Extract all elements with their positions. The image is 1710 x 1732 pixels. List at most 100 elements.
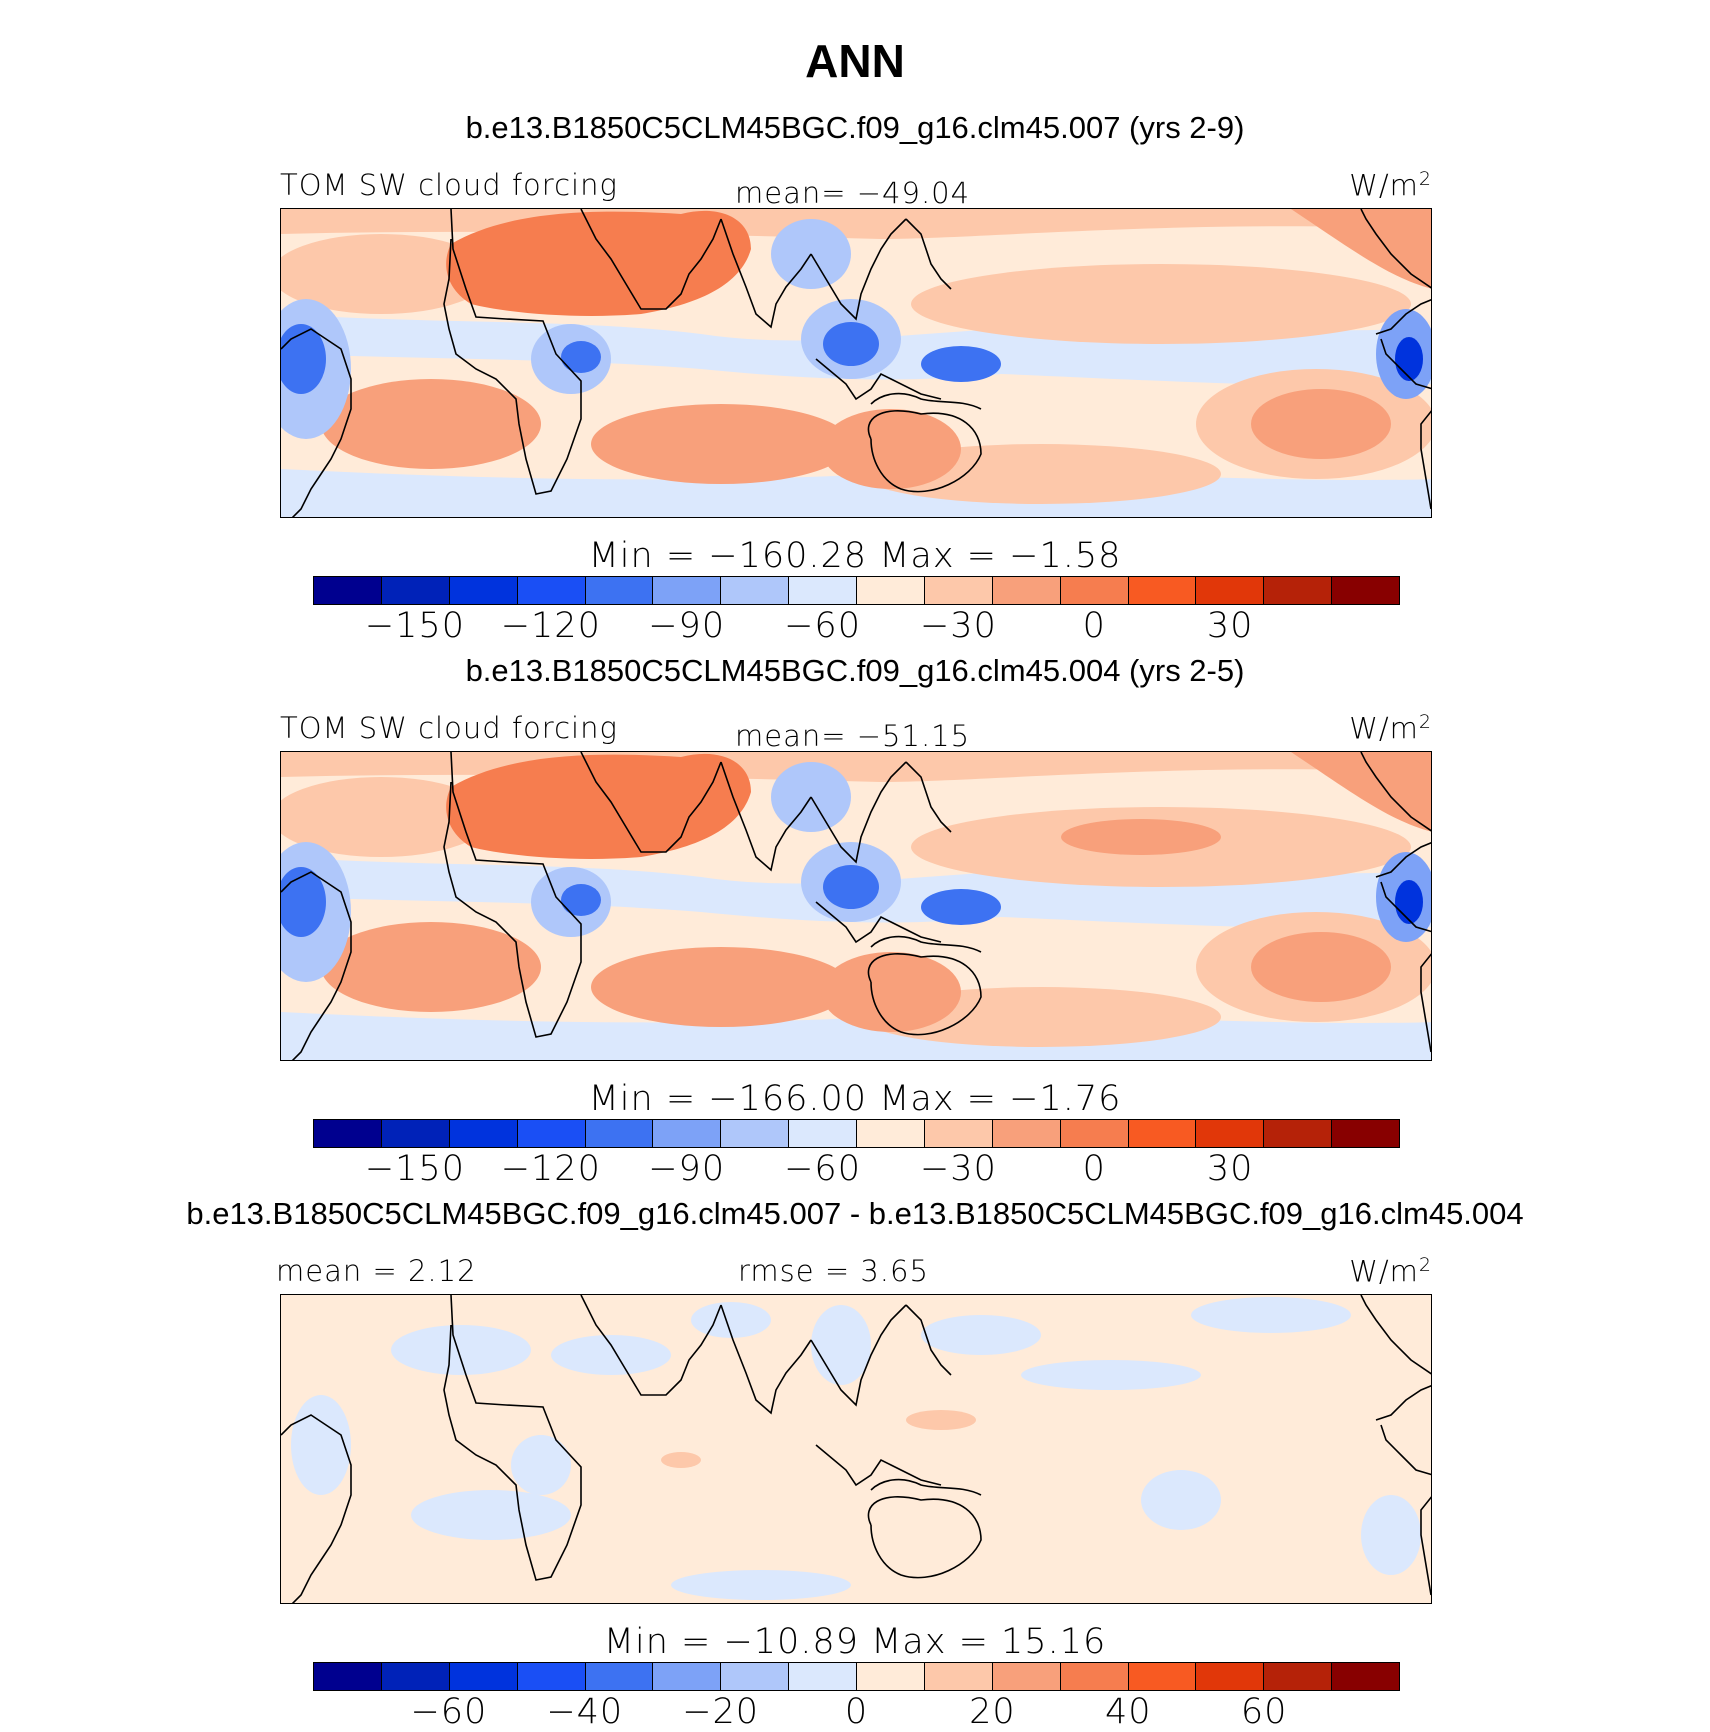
maritime-core <box>823 322 879 366</box>
colorbar-box <box>992 1120 1061 1147</box>
coastline <box>905 218 952 290</box>
panel-1-left-label: TOM SW cloud forcing <box>280 168 618 202</box>
negative-difference-patch <box>551 1335 671 1375</box>
colorbar-box <box>1196 577 1265 604</box>
coastline <box>720 761 812 872</box>
colorbar-box <box>721 1663 790 1690</box>
colorbar-box <box>449 577 518 604</box>
coastline <box>1360 209 1431 289</box>
panel-1-units: W/m2 <box>1349 168 1432 203</box>
colorbar-tick-label: 0 <box>844 1692 869 1732</box>
coastline <box>870 1478 982 1496</box>
colorbar-tick-label: 30 <box>1206 606 1254 646</box>
coastline <box>815 358 942 401</box>
colorbar-box <box>924 1663 993 1690</box>
colorbar-box <box>449 1120 518 1147</box>
colorbar-box <box>721 1120 790 1147</box>
north-atlantic-field <box>281 234 491 314</box>
colorbar-tick-label: −30 <box>919 1149 997 1189</box>
colorbar-box <box>381 1120 450 1147</box>
coastline <box>815 901 942 944</box>
colorbar-box <box>1196 1663 1265 1690</box>
panel-3-mean-label: mean = 2.12 <box>276 1254 477 1288</box>
coastline <box>1360 752 1431 832</box>
australia-field <box>821 409 961 489</box>
colorbar-tick-label: −30 <box>919 606 997 646</box>
colorbar-box <box>789 577 857 604</box>
south-atlantic-field <box>321 922 541 1012</box>
coastline <box>1360 1295 1431 1375</box>
colorbar-tick-label: 0 <box>1082 1149 1106 1189</box>
colorbar-box <box>924 577 993 604</box>
coastline <box>1420 410 1431 510</box>
colorbar-box <box>789 1663 857 1690</box>
colorbar-box <box>381 577 450 604</box>
coastline <box>867 1496 982 1579</box>
colorbar-box <box>857 1120 925 1147</box>
central-africa-core <box>561 884 601 916</box>
colorbar-box <box>1332 1663 1399 1690</box>
negative-difference-patch <box>921 1315 1041 1355</box>
panel-3-map <box>280 1294 1432 1604</box>
colorbar-box <box>314 1663 382 1690</box>
panel-2-units: W/m2 <box>1349 711 1432 746</box>
colorbar-box <box>585 1120 654 1147</box>
coastline <box>580 1295 722 1396</box>
colorbar-tick-label: 30 <box>1206 1149 1254 1189</box>
new-guinea-core <box>921 346 1001 382</box>
colorbar-box <box>1264 1120 1333 1147</box>
negative-difference-patch <box>511 1435 571 1495</box>
colorbar-box <box>992 577 1061 604</box>
panel-2-minmax: Min = −166.00 Max = −1.76 <box>588 1079 1122 1119</box>
indian-ocean-field <box>591 947 851 1027</box>
colorbar-tick-label: 0 <box>1082 606 1106 646</box>
coastline <box>443 1295 582 1581</box>
colorbar-box <box>381 1663 450 1690</box>
colorbar-box <box>924 1120 993 1147</box>
colorbar-box <box>857 577 925 604</box>
amazon-core <box>281 324 326 394</box>
coastline <box>810 761 907 864</box>
colorbar-tick-label: −90 <box>648 606 726 646</box>
colorbar-tick-label: −150 <box>364 1149 465 1189</box>
colorbar-box <box>1128 1120 1197 1147</box>
colorbar-box <box>585 1663 654 1690</box>
colorbar-box <box>1264 577 1333 604</box>
coastline <box>1375 298 1431 335</box>
coastline <box>1380 1424 1431 1476</box>
panel-2-subtitle: b.e13.B1850C5CLM45BGC.f09_g16.clm45.004 … <box>465 653 1245 688</box>
panel-2-mean-label: mean= −51.15 <box>735 719 971 753</box>
coastline <box>281 871 352 1060</box>
panel-3-colorbar <box>313 1662 1400 1691</box>
negative-difference-patch <box>1141 1470 1221 1530</box>
colorbar-box <box>1264 1663 1333 1690</box>
colorbar-box <box>992 1663 1061 1690</box>
panel-2-colorbar <box>313 1119 1400 1148</box>
south-pacific-core <box>1251 389 1391 459</box>
colorbar-box <box>314 1120 382 1147</box>
colorbar-tick-label: −60 <box>784 606 861 646</box>
colorbar-tick-label: 60 <box>1240 1692 1288 1732</box>
colorbar-box <box>517 1120 586 1147</box>
colorbar-box <box>449 1663 518 1690</box>
colorbar-box <box>1060 577 1129 604</box>
indian-ocean-field <box>591 404 851 484</box>
negative-difference-patch <box>671 1570 851 1600</box>
panama-core <box>1395 337 1423 381</box>
colorbar-tick-label: −90 <box>648 1149 726 1189</box>
coastline <box>281 1414 352 1603</box>
negative-difference-patch <box>391 1325 531 1375</box>
north-america-field <box>1291 752 1431 832</box>
colorbar-box <box>857 1663 925 1690</box>
maritime-core <box>823 865 879 909</box>
colorbar-tick-label: −150 <box>364 606 465 646</box>
colorbar-tick-label: 40 <box>1104 1692 1152 1732</box>
colorbar-box <box>653 1120 722 1147</box>
colorbar-tick-label: −120 <box>500 1149 601 1189</box>
coastline <box>867 953 982 1036</box>
coastline <box>905 761 952 833</box>
sahara-arabia-field <box>446 210 751 316</box>
panama-core <box>1395 880 1423 924</box>
negative-difference-patch <box>411 1490 571 1540</box>
panel-3-minmax: Min = −10.89 Max = 15.16 <box>603 1622 1107 1662</box>
